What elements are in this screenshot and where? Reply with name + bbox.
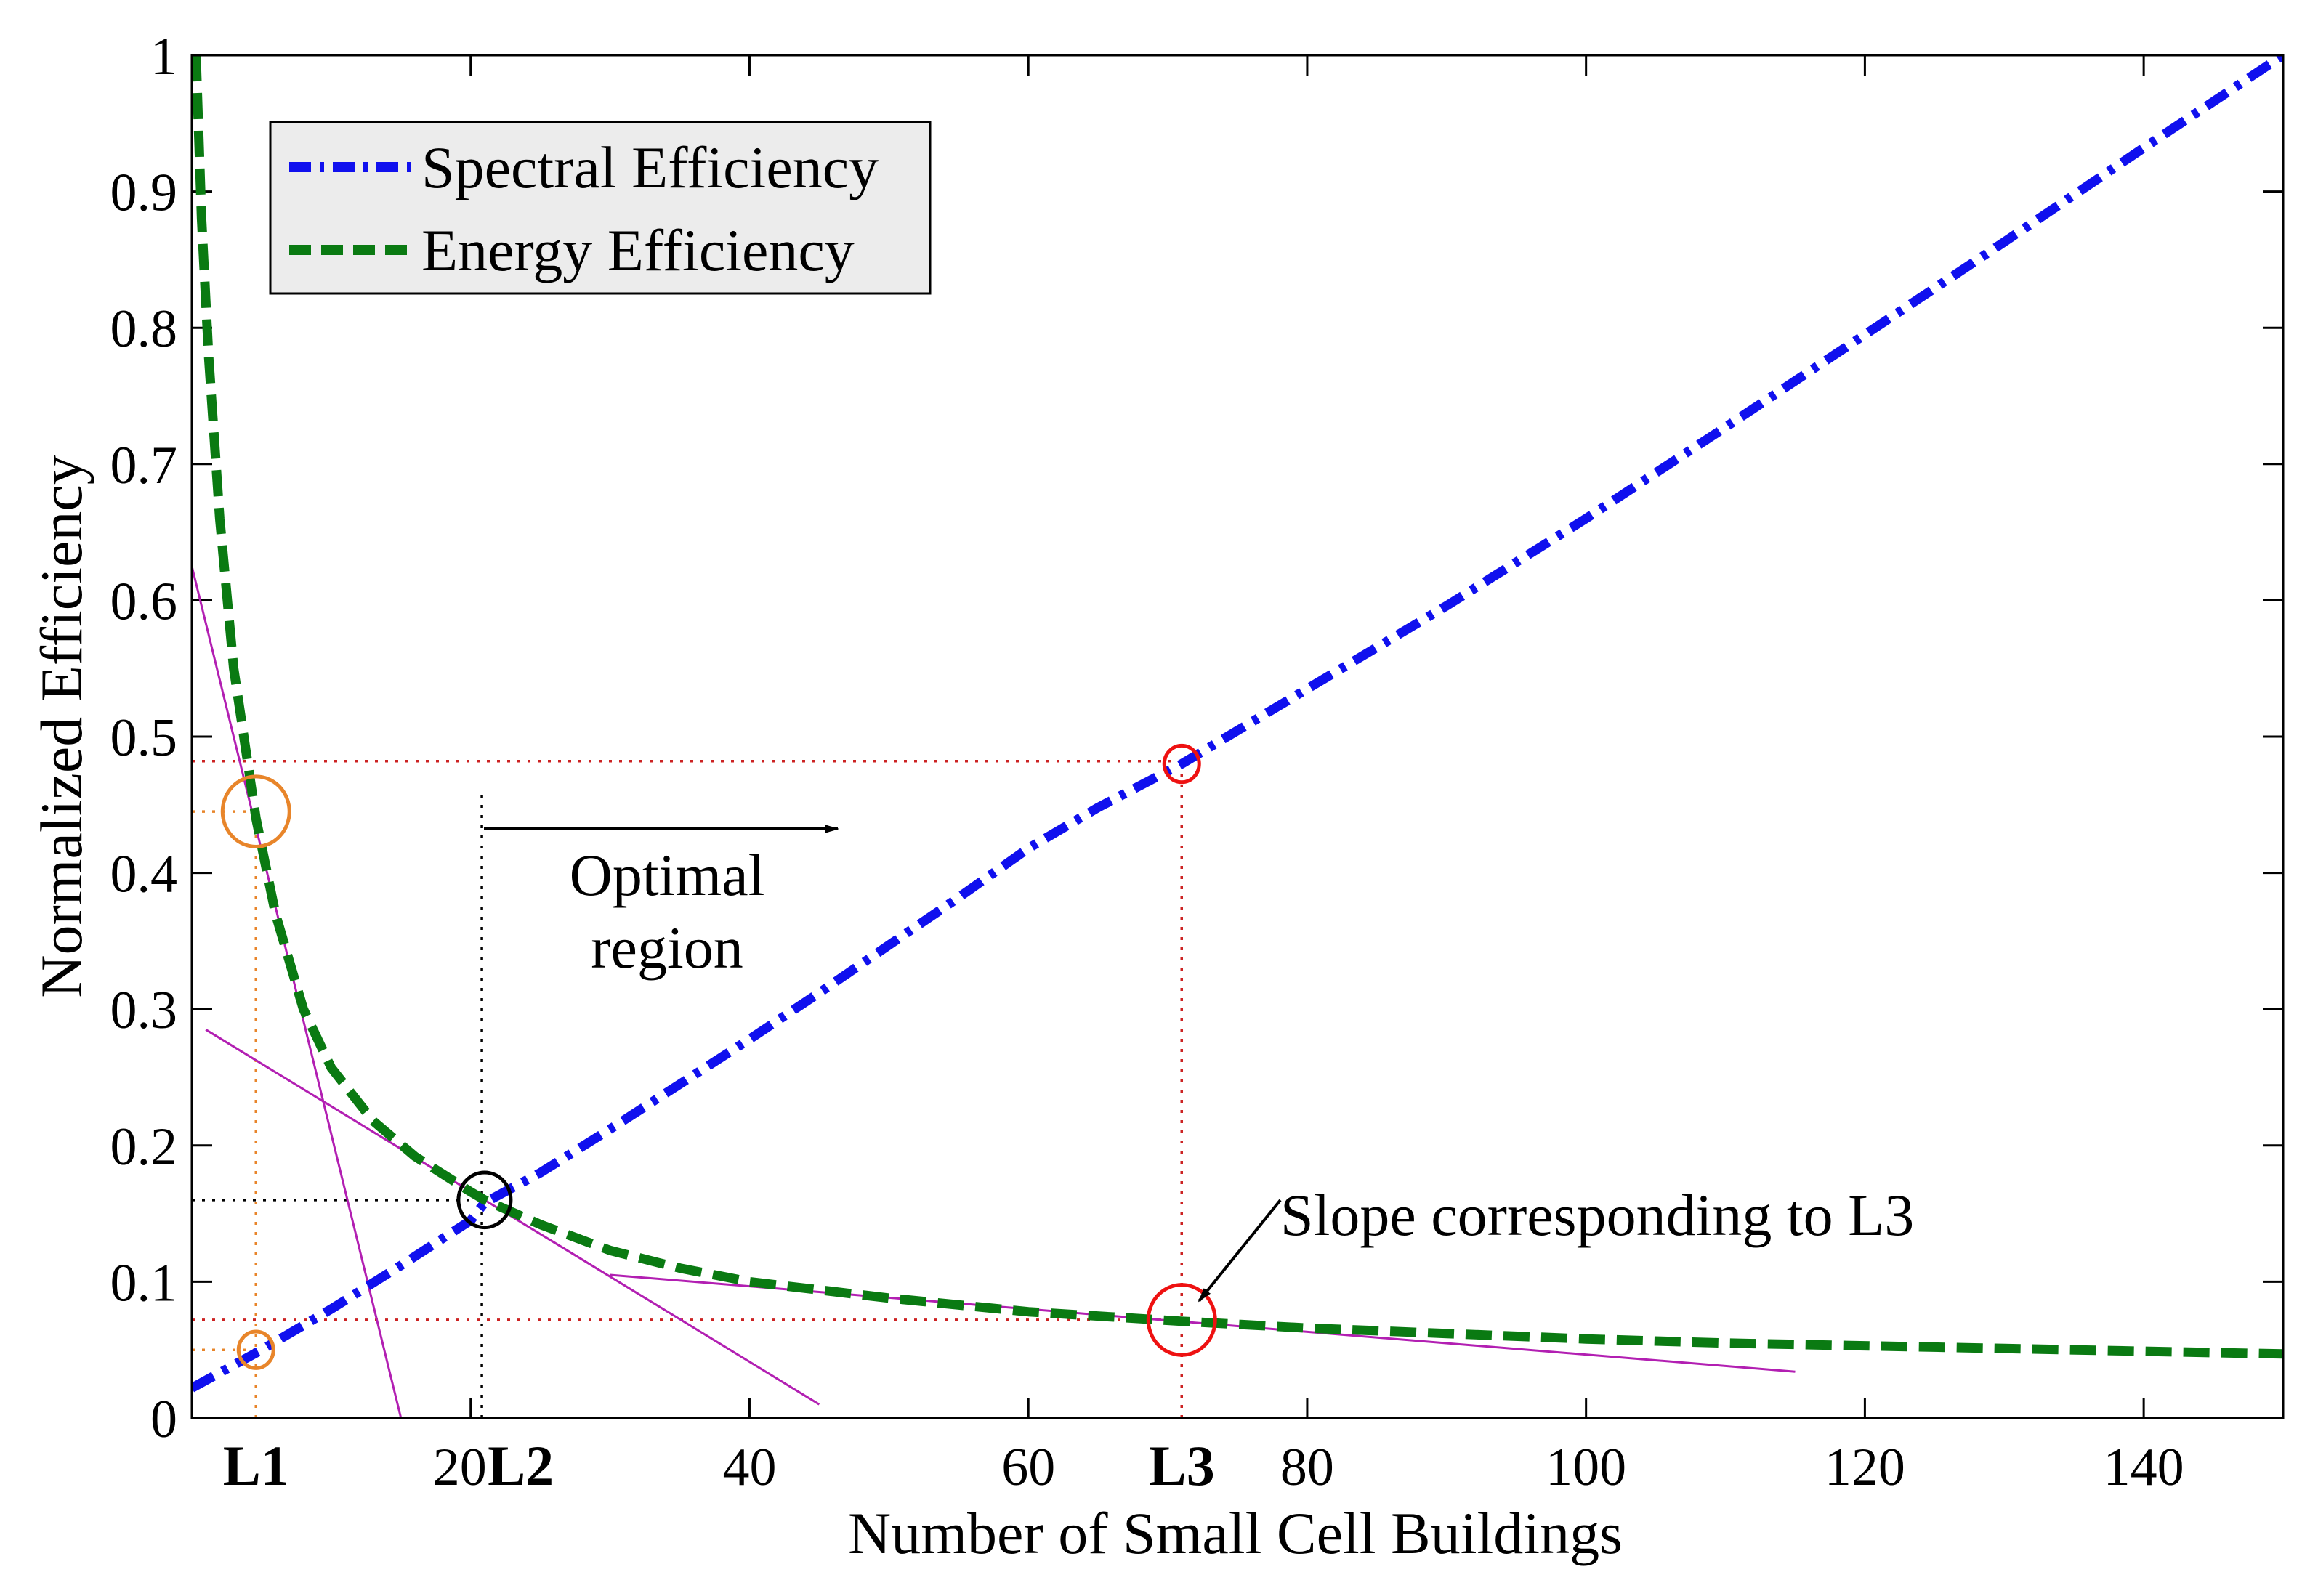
- y-tick-label-5: 0.5: [110, 708, 178, 768]
- x-tick-label-0: 20: [433, 1438, 487, 1497]
- L1-ee-circle: [220, 774, 291, 848]
- y-tick-label-1: 0.1: [110, 1253, 178, 1313]
- legend: Spectral Efficiency Energy Efficiency: [269, 121, 932, 295]
- y-tick-label-9: 0.9: [110, 163, 178, 223]
- y-tick-labels: 0 0.1 0.2 0.3 0.4 0.5 0.6 0.7 0.8 0.9 1: [110, 27, 178, 1449]
- L3-ee-circle: [1146, 1283, 1217, 1357]
- L1-se-circle: [236, 1329, 275, 1370]
- optimal-region-label-line2: region: [591, 915, 743, 981]
- y-tick-label-3: 0.3: [110, 981, 178, 1040]
- x-tick-labels: 20 40 60 80 100 120 140: [433, 1438, 2184, 1497]
- x-tick-label-3: 80: [1280, 1438, 1334, 1497]
- L3-se-circle: [1162, 743, 1201, 785]
- slope-annotation-arrow: [1198, 1199, 1282, 1303]
- slope-annotation-label: Slope corresponding to L3: [1280, 1182, 1914, 1248]
- x-tick-label-4: 100: [1546, 1438, 1626, 1497]
- x-tick-label-5: 120: [1825, 1438, 1905, 1497]
- legend-label-energy: Energy Efficiency: [421, 217, 855, 283]
- series-lines: [192, 55, 2283, 1393]
- guide-lines: [192, 760, 1184, 1418]
- y-tick-label-0: 0: [150, 1390, 177, 1449]
- series-line-energy-efficiency: [192, 55, 2283, 1359]
- y-tick-label-7: 0.7: [110, 436, 178, 495]
- marker-label-l1: L1: [223, 1434, 289, 1497]
- legend-box: [269, 121, 932, 295]
- series-line-spectral-efficiency: [192, 55, 2283, 1393]
- optimal-region-annotation: Optimal region: [484, 825, 839, 981]
- optimal-region-label-line1: Optimal: [570, 842, 765, 908]
- y-axis-title: Normalized Efficiency: [28, 455, 94, 998]
- y-tick-label-2: 0.2: [110, 1117, 178, 1177]
- x-tick-label-1: 40: [722, 1438, 776, 1497]
- L2-intersection-circle: [456, 1170, 513, 1230]
- x-tick-label-2: 60: [1001, 1438, 1055, 1497]
- y-tick-label-8: 0.8: [110, 299, 178, 359]
- marker-labels: L1 L2 L3: [223, 1434, 1215, 1497]
- marker-circles: [220, 743, 1217, 1370]
- marker-label-l3: L3: [1149, 1434, 1215, 1497]
- x-tick-label-6: 140: [2104, 1438, 2184, 1497]
- plot-frame: [190, 54, 2285, 1419]
- legend-label-spectral: Spectral Efficiency: [421, 134, 879, 200]
- y-tick-label-6: 0.6: [110, 572, 178, 631]
- x-axis-title: Number of Small Cell Buildings: [848, 1500, 1623, 1566]
- marker-label-l2: L2: [488, 1434, 554, 1497]
- slope-annotation: Slope corresponding to L3: [1198, 1182, 1914, 1303]
- y-tick-label-10: 1: [150, 27, 177, 86]
- y-tick-label-4: 0.4: [110, 845, 178, 904]
